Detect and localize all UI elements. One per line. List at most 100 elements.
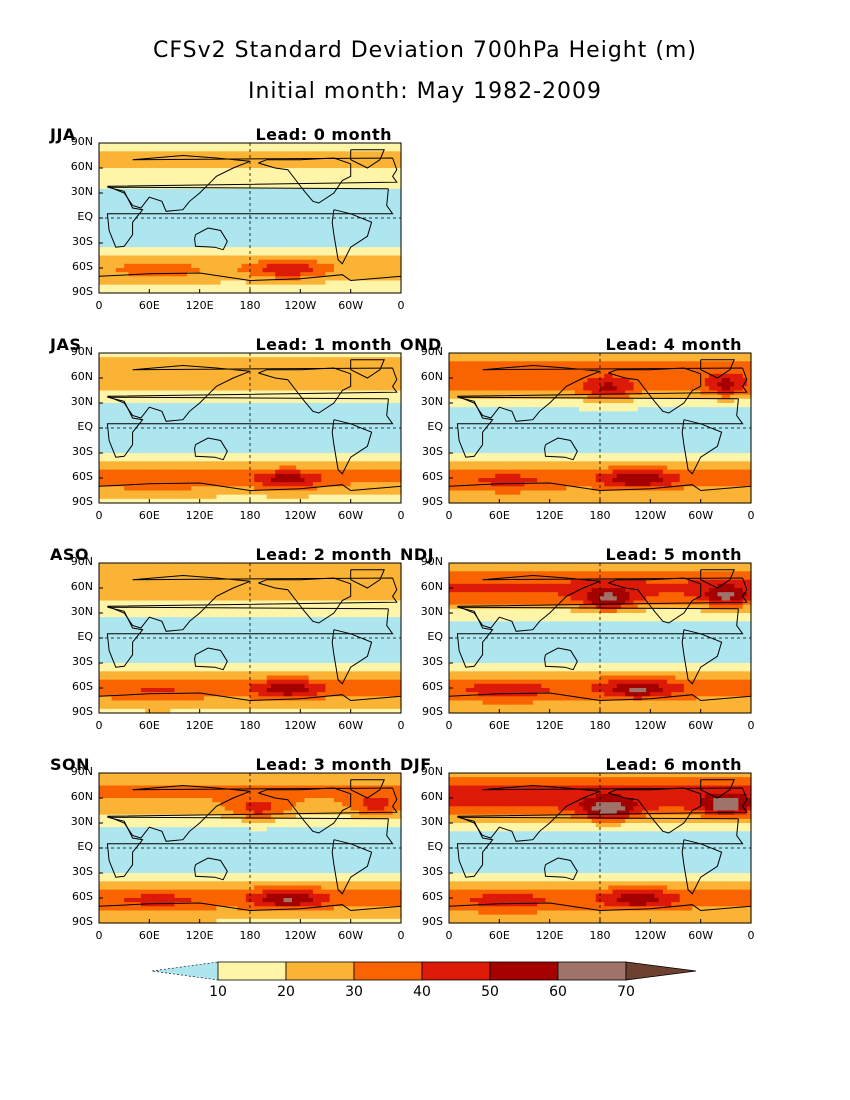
heatmap-cell: [237, 448, 243, 454]
heatmap-cell: [346, 280, 352, 286]
heatmap-cell: [233, 288, 239, 294]
y-tick-label: 30N: [70, 185, 93, 198]
heatmap-cell: [161, 172, 167, 177]
heatmap-cell: [220, 147, 226, 152]
heatmap-cell: [233, 159, 239, 165]
heatmap-cell: [304, 193, 310, 198]
heatmap-cell: [199, 428, 205, 433]
heatmap-cell: [342, 403, 348, 408]
heatmap-cell: [275, 218, 280, 223]
heatmap-cell: [140, 403, 146, 408]
heatmap-cell: [371, 403, 377, 408]
heatmap-cell: [203, 230, 209, 236]
heatmap-cell: [350, 369, 356, 375]
heatmap-cell: [153, 288, 159, 294]
heatmap-cell: [161, 243, 167, 248]
heatmap-cell: [191, 276, 197, 282]
heatmap-cell: [149, 486, 155, 492]
heatmap-cell: [388, 415, 394, 421]
heatmap-cell: [132, 197, 138, 202]
heatmap-cell: [220, 407, 226, 412]
heatmap-cell: [375, 373, 381, 379]
heatmap-cell: [354, 193, 360, 198]
heatmap-cell: [224, 353, 230, 358]
heatmap-cell: [363, 238, 369, 244]
heatmap-cell: [279, 163, 285, 169]
heatmap-cell: [258, 373, 264, 379]
heatmap-cell: [203, 378, 209, 383]
heatmap-cell: [258, 457, 264, 462]
heatmap-cell: [300, 247, 306, 252]
heatmap-cell: [119, 357, 125, 362]
heatmap-cell: [145, 263, 150, 269]
heatmap-cell: [329, 403, 335, 408]
heatmap-cell: [203, 403, 209, 408]
heatmap-cell: [308, 288, 314, 294]
heatmap-cell: [115, 193, 121, 198]
heatmap-cell: [124, 461, 129, 467]
heatmap-cell: [166, 465, 171, 471]
heatmap-cell: [350, 423, 356, 429]
heatmap-cell: [270, 155, 276, 161]
heatmap-cell: [115, 151, 121, 157]
heatmap-cell: [174, 394, 180, 400]
heatmap-cell: [287, 419, 293, 425]
heatmap-cell: [380, 403, 385, 408]
heatmap-cell: [187, 209, 192, 215]
heatmap-cell: [161, 209, 167, 215]
heatmap-cell: [140, 284, 146, 290]
heatmap-cell: [317, 378, 322, 383]
heatmap-cell: [157, 147, 163, 152]
heatmap-cell: [229, 382, 234, 387]
y-tick-label: 60N: [70, 160, 93, 173]
heatmap-cell: [124, 436, 129, 442]
heatmap-cell: [279, 407, 285, 412]
heatmap-cell: [111, 193, 117, 198]
heatmap-cell: [283, 394, 289, 400]
heatmap-cell: [304, 436, 310, 442]
heatmap-cell: [300, 159, 306, 165]
heatmap-cell: [380, 428, 385, 433]
heatmap-cell: [195, 163, 201, 169]
heatmap-cell: [254, 357, 259, 362]
heatmap-cell: [191, 172, 197, 177]
heatmap-cell: [342, 259, 348, 265]
heatmap-cell: [392, 411, 398, 417]
heatmap-cell: [233, 205, 239, 211]
heatmap-cell: [392, 143, 398, 148]
heatmap-cell: [342, 222, 348, 227]
heatmap-cell: [371, 386, 377, 392]
heatmap-cell: [359, 218, 364, 223]
heatmap-cell: [245, 473, 251, 479]
heatmap-cell: [317, 436, 322, 442]
heatmap-cell: [220, 378, 226, 383]
heatmap-cell: [275, 469, 280, 475]
heatmap-cell: [396, 276, 402, 282]
heatmap-cell: [182, 369, 188, 375]
heatmap-cell: [308, 453, 314, 458]
heatmap-cell: [140, 243, 146, 248]
heatmap-cell: [161, 272, 167, 277]
heatmap-cell: [338, 353, 343, 358]
heatmap-cell: [99, 378, 104, 383]
heatmap-cell: [203, 453, 209, 458]
heatmap-cell: [363, 482, 369, 487]
heatmap-cell: [140, 365, 146, 371]
heatmap-cell: [258, 180, 264, 186]
heatmap-cell: [136, 469, 142, 475]
heatmap-cell: [212, 369, 218, 375]
heatmap-cell: [371, 482, 377, 487]
heatmap-cell: [229, 394, 234, 400]
heatmap-cell: [237, 238, 243, 244]
heatmap-cell: [317, 419, 322, 425]
heatmap-cell: [237, 440, 243, 446]
heatmap-cell: [350, 176, 356, 182]
heatmap-cell: [145, 213, 150, 219]
heatmap-cell: [170, 369, 176, 375]
heatmap-cell: [346, 448, 352, 454]
heatmap-cell: [367, 288, 373, 294]
heatmap-cell: [384, 159, 390, 165]
heatmap-cell: [254, 155, 259, 161]
heatmap-cell: [258, 465, 264, 471]
heatmap-cell: [388, 361, 394, 367]
